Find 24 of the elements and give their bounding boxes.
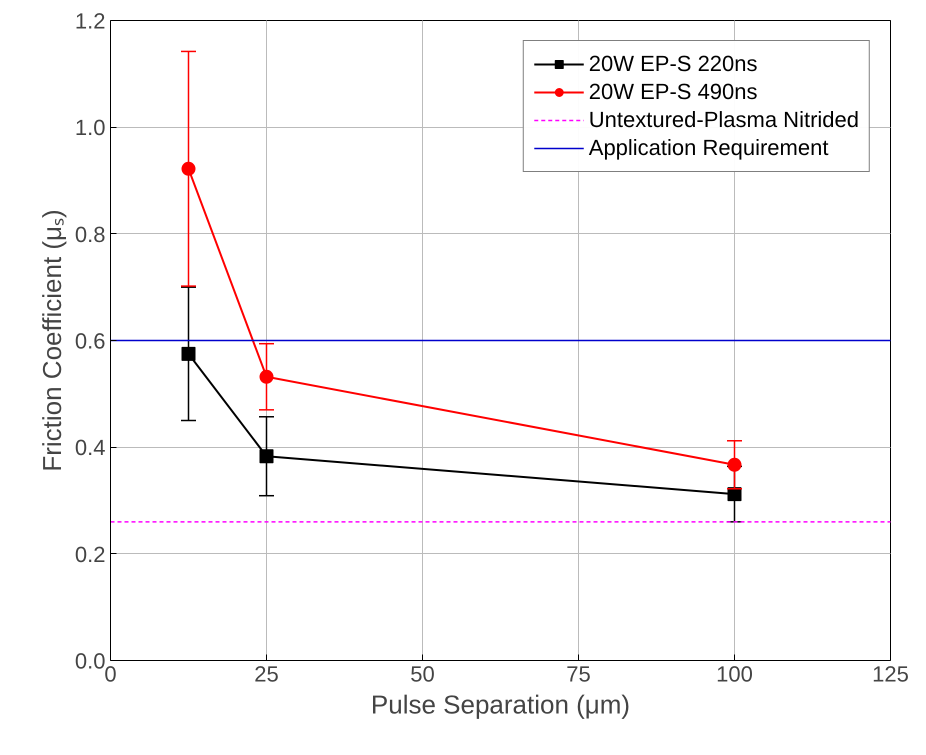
y-tick-label: 0.8 <box>74 222 106 247</box>
point <box>260 370 274 384</box>
x-tick-label: 125 <box>872 662 909 686</box>
y-tick-label: 0.6 <box>74 328 106 354</box>
y-tick-label: 1.0 <box>74 115 106 140</box>
legend-label: Untextured-Plasma Nitrided <box>588 107 859 133</box>
x-tick-label: 50 <box>410 662 435 686</box>
y-tick-label: 0.2 <box>74 542 106 567</box>
x-tick-label: 0 <box>104 662 117 686</box>
legend-label: 20W EP-S 490ns <box>588 79 758 105</box>
y-tick-label: 0.0 <box>74 648 106 674</box>
x-axis-title: Pulse Separation (μm) <box>370 690 630 720</box>
y-tick-label: 0.4 <box>74 435 106 460</box>
point <box>182 346 196 361</box>
point <box>182 162 196 176</box>
x-tick-label: 25 <box>254 662 279 686</box>
y-axis-title: Friction Coefficient (μₛ) <box>36 209 67 472</box>
legend-label: 20W EP-S 220ns <box>588 51 758 77</box>
point <box>728 458 742 472</box>
legend-label: Application Requirement <box>588 135 828 161</box>
point <box>260 449 274 464</box>
y-tick-label: 1.2 <box>74 8 106 34</box>
x-tick-label: 100 <box>716 662 753 686</box>
x-tick-label: 75 <box>566 662 591 686</box>
